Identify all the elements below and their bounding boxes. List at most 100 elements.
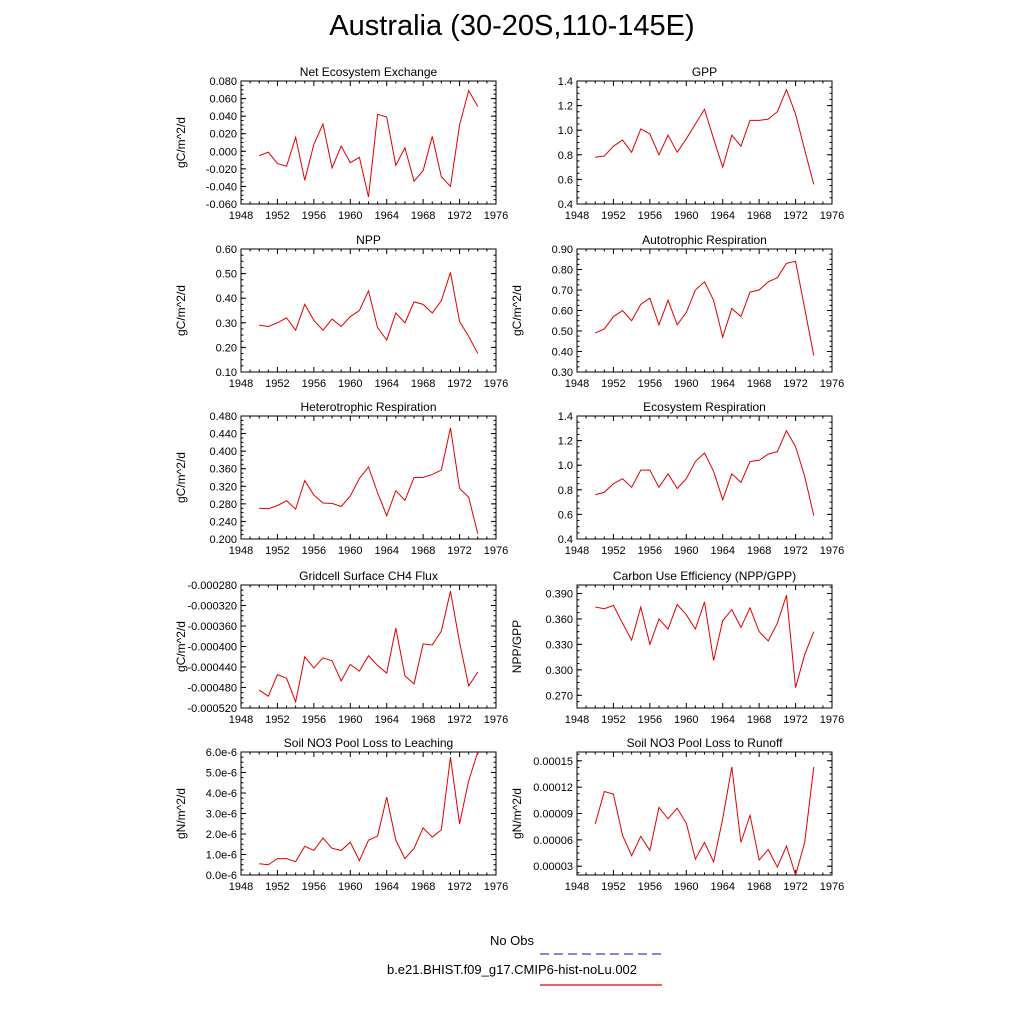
- plot-frame: [576, 751, 833, 876]
- x-tick-label: 1968: [411, 210, 435, 222]
- y-tick-label: 0.4: [558, 534, 573, 546]
- panel-title: Heterotrophic Respiration: [300, 400, 436, 414]
- x-tick-label: 1968: [747, 545, 771, 557]
- y-tick-label: 0.20: [216, 342, 237, 354]
- x-tick-label: 1976: [820, 545, 844, 557]
- y-tick-label: 0.240: [209, 516, 237, 528]
- y-tick-label: 0.10: [216, 367, 237, 379]
- x-tick-label: 1952: [265, 881, 289, 893]
- x-tick-label: 1972: [447, 881, 471, 893]
- x-tick-label: 1968: [747, 210, 771, 222]
- y-tick-label: 0.00003: [533, 861, 573, 873]
- x-tick-label: 1960: [338, 714, 362, 726]
- x-tick-label: 1976: [820, 881, 844, 893]
- y-tick-label: 0.30: [552, 367, 573, 379]
- x-tick-label: 1956: [302, 714, 326, 726]
- y-tick-label: 0.440: [209, 429, 237, 441]
- x-tick-label: 1968: [411, 714, 435, 726]
- y-tick-label: 0.00015: [533, 756, 573, 768]
- x-tick-label: 1952: [265, 545, 289, 557]
- x-tick-label: 1976: [820, 714, 844, 726]
- y-tick-label: 0.6: [558, 509, 573, 521]
- page-title: Australia (30-20S,110-145E): [329, 10, 695, 42]
- panel-title: Soil NO3 Pool Loss to Leaching: [284, 736, 453, 750]
- x-tick-label: 1948: [229, 378, 253, 390]
- x-tick-label: 1948: [565, 881, 589, 893]
- x-tick-label: 1960: [338, 378, 362, 390]
- y-axis-label: gN/m^2/d: [174, 788, 188, 839]
- y-tick-label: -0.020: [206, 164, 237, 176]
- panel-title: Gridcell Surface CH4 Flux: [299, 569, 438, 583]
- x-tick-label: 1956: [638, 881, 662, 893]
- x-tick-label: 1972: [783, 210, 807, 222]
- x-tick-label: 1968: [411, 545, 435, 557]
- y-tick-label: 0.200: [209, 534, 237, 546]
- y-tick-label: 0.400: [209, 446, 237, 458]
- panel-title: Ecosystem Respiration: [643, 400, 766, 414]
- y-tick-label: 0.360: [209, 464, 237, 476]
- panel-8: Carbon Use Efficiency (NPP/GPP) NPP/GPP 19…: [510, 569, 844, 726]
- series-line: [258, 591, 479, 704]
- panel-title: Net Ecosystem Exchange: [300, 65, 438, 79]
- y-tick-label: 0.90: [552, 244, 573, 256]
- y-axis-label: gN/m^2/d: [510, 788, 524, 839]
- y-tick-label: 0.8: [558, 150, 573, 162]
- panel-7: Gridcell Surface CH4 Flux gC/m^2/d 1948 195…: [174, 569, 508, 726]
- x-tick-label: 1960: [674, 210, 698, 222]
- plot-frame: [576, 248, 833, 373]
- y-tick-label: 0.00009: [533, 809, 573, 821]
- y-tick-label: 5.0e-6: [206, 768, 237, 780]
- x-tick-label: 1972: [783, 881, 807, 893]
- legend-obs-line: [540, 953, 662, 955]
- x-tick-label: 1968: [747, 378, 771, 390]
- x-tick-label: 1968: [411, 378, 435, 390]
- x-tick-label: 1976: [484, 210, 508, 222]
- panel-4: Autotrophic Respiration gC/m^2/d 1948 1952 1…: [510, 233, 844, 390]
- y-tick-label: 0.40: [216, 293, 237, 305]
- x-tick-label: 1964: [374, 210, 398, 222]
- y-tick-label: 1.4: [558, 76, 573, 88]
- x-tick-label: 1960: [338, 881, 362, 893]
- x-tick-label: 1964: [374, 545, 398, 557]
- panel-1: Net Ecosystem Exchange gC/m^2/d 1948 1952 19…: [174, 65, 508, 222]
- y-tick-label: -0.000320: [187, 601, 237, 613]
- x-tick-label: 1952: [601, 881, 625, 893]
- panel-6: Ecosystem Respiration 1948 1952 1956 1960 196…: [558, 400, 845, 557]
- plot-frame: [576, 80, 833, 205]
- y-tick-label: 0.70: [552, 285, 573, 297]
- x-tick-label: 1952: [265, 378, 289, 390]
- x-tick-label: 1976: [484, 378, 508, 390]
- x-tick-label: 1964: [374, 714, 398, 726]
- x-tick-label: 1948: [229, 714, 253, 726]
- y-tick-label: 0.480: [209, 411, 237, 423]
- x-tick-label: 1976: [820, 378, 844, 390]
- x-tick-label: 1972: [447, 545, 471, 557]
- y-tick-label: -0.040: [206, 181, 237, 193]
- y-tick-label: 0.6: [558, 174, 573, 186]
- y-tick-label: 0.50: [552, 326, 573, 338]
- x-tick-label: 1964: [710, 210, 734, 222]
- x-tick-label: 1960: [338, 545, 362, 557]
- panel-title: Carbon Use Efficiency (NPP/GPP): [613, 569, 796, 583]
- x-tick-label: 1956: [638, 378, 662, 390]
- x-tick-label: 1976: [820, 210, 844, 222]
- y-axis-label: gC/m^2/d: [174, 117, 188, 168]
- series-line: [594, 766, 815, 877]
- y-tick-label: 1.0: [558, 460, 573, 472]
- y-tick-label: 0.280: [209, 499, 237, 511]
- y-tick-label: 0.30: [216, 318, 237, 330]
- x-tick-label: 1956: [302, 545, 326, 557]
- series-line: [259, 272, 479, 354]
- x-tick-label: 1956: [638, 714, 662, 726]
- x-tick-label: 1956: [302, 881, 326, 893]
- plot-frame: [240, 80, 497, 205]
- plot-frame: [240, 584, 497, 709]
- x-tick-label: 1952: [265, 714, 289, 726]
- y-tick-label: 0.040: [209, 111, 237, 123]
- y-axis-label: gC/m^2/d: [510, 285, 524, 336]
- x-tick-label: 1972: [783, 714, 807, 726]
- y-tick-label: 1.4: [558, 411, 573, 423]
- x-tick-label: 1972: [447, 714, 471, 726]
- series-line: [259, 751, 479, 866]
